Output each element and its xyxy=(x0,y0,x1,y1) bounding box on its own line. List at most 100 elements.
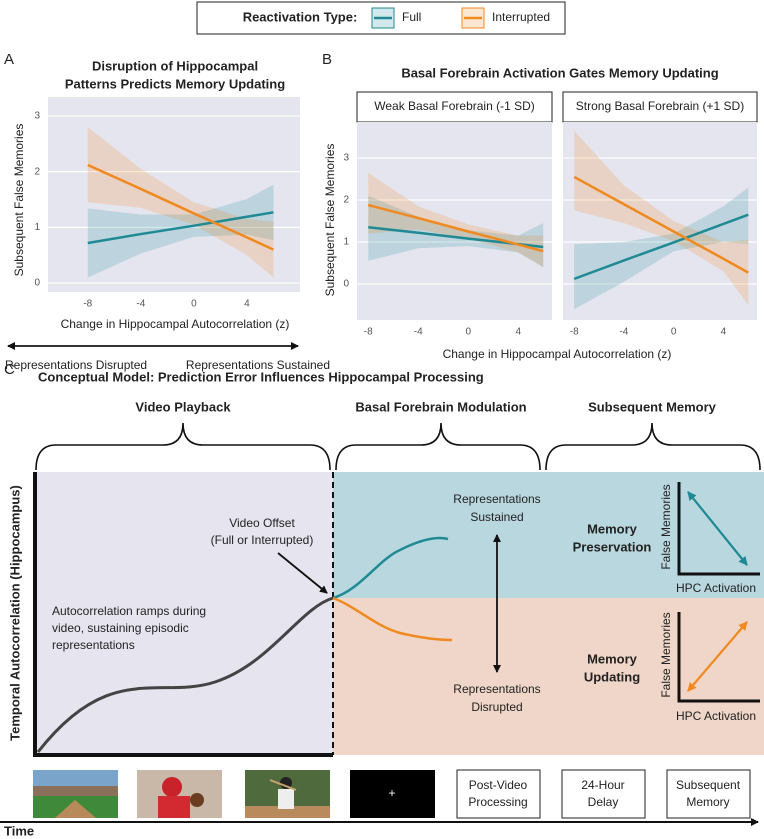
x-tick-label: -4 xyxy=(414,327,423,338)
y-tick-label: 2 xyxy=(34,166,40,177)
brace xyxy=(335,422,541,471)
outcome-label: Preservation xyxy=(573,539,652,554)
facet-strip xyxy=(562,91,758,123)
regression-line xyxy=(87,163,274,251)
mini-y-label: False Memories xyxy=(659,612,673,697)
x-axis-label: Time xyxy=(4,823,34,838)
y-tick-label: 0 xyxy=(343,279,349,290)
y-axis-label: Temporal Autocorrelation (Hippocampus) xyxy=(7,485,22,741)
y-tick-label: 3 xyxy=(343,153,349,164)
regression-line xyxy=(87,211,274,245)
outcome-label: Memory xyxy=(587,521,638,536)
video-frame xyxy=(245,770,330,818)
fixation: + xyxy=(388,786,395,800)
infield xyxy=(55,800,96,818)
jersey xyxy=(158,796,190,818)
video-frame xyxy=(33,770,118,818)
mini-arrow xyxy=(687,491,748,566)
mini-axis xyxy=(677,612,760,703)
stage-label: Post-Video xyxy=(469,778,528,792)
legend-label: Full xyxy=(402,10,421,24)
regression-line xyxy=(573,175,749,274)
x-tick-label: -4 xyxy=(136,299,145,310)
annotation: Representations Disrupted xyxy=(5,358,147,372)
x-tick-label: -4 xyxy=(619,327,628,338)
legend: Full Interrupted xyxy=(371,7,550,29)
y-axis-label: Subsequent False Memories xyxy=(323,144,337,297)
annotation: Autocorrelation ramps during xyxy=(52,604,206,618)
chart-title: Patterns Predicts Memory Updating xyxy=(65,76,285,91)
video-frame xyxy=(137,770,222,818)
confidence-band xyxy=(87,184,274,278)
chart-title: Basal Forebrain Activation Gates Memory … xyxy=(401,65,718,80)
annotation: Representations Sustained xyxy=(186,358,330,372)
uniform xyxy=(278,789,294,809)
legend-title: Reactivation Type: xyxy=(243,9,358,24)
sustained-curve xyxy=(332,536,449,600)
panel-label: A xyxy=(4,51,14,68)
confidence-band xyxy=(574,130,749,305)
disrupted-curve xyxy=(332,596,453,642)
brace xyxy=(35,422,331,471)
mini-x-label: HPC Activation xyxy=(676,581,756,595)
panel-label: B xyxy=(322,51,332,68)
outcome-label: Updating xyxy=(584,669,640,684)
stage-box xyxy=(666,769,751,819)
x-tick-label: 4 xyxy=(515,327,521,338)
mini-y-label: False Memories xyxy=(659,484,673,569)
confidence-band xyxy=(368,172,544,268)
plot-background xyxy=(563,122,757,320)
axis xyxy=(33,472,333,757)
y-tick-label: 0 xyxy=(34,278,40,289)
mini-axis xyxy=(677,482,760,576)
confidence-band xyxy=(87,127,274,278)
annotation: (Full or Interrupted) xyxy=(211,533,314,547)
annotation: Video Offset xyxy=(229,516,295,530)
annotation: Disrupted xyxy=(471,700,522,714)
stage-label: Subsequent xyxy=(676,778,741,792)
section-header: Subsequent Memory xyxy=(588,399,717,414)
stage-label: Delay xyxy=(588,795,619,809)
y-tick-label: 1 xyxy=(343,237,349,248)
y-tick-label: 2 xyxy=(343,195,349,206)
stage-label: Memory xyxy=(686,795,729,809)
stage-label: Processing xyxy=(468,795,527,809)
plot-background xyxy=(48,97,300,292)
fixation-screen xyxy=(350,770,435,818)
confidence-band xyxy=(368,195,544,268)
x-tick-label: -8 xyxy=(83,299,92,310)
mini-arrow xyxy=(687,621,748,692)
y-tick-label: 1 xyxy=(34,222,40,233)
regression-line xyxy=(368,226,544,249)
annotation: Sustained xyxy=(470,510,523,524)
stage-label: 24-Hour xyxy=(581,778,624,792)
annotation: representations xyxy=(52,638,135,652)
stands xyxy=(33,786,118,796)
x-tick-label: -8 xyxy=(364,327,373,338)
x-tick-label: -8 xyxy=(570,327,579,338)
y-axis-label: Subsequent False Memories xyxy=(12,124,26,277)
x-axis-label: Change in Hippocampal Autocorrelation (z… xyxy=(443,347,672,361)
offset-arrow xyxy=(277,552,328,594)
mini-x-label: HPC Activation xyxy=(676,709,756,723)
outcome-label: Memory xyxy=(587,651,638,666)
x-axis-label: Change in Hippocampal Autocorrelation (z… xyxy=(61,317,290,331)
annotation: Representations xyxy=(453,492,540,506)
x-tick-label: 4 xyxy=(721,327,727,338)
stage-box xyxy=(561,769,646,819)
annotation: video, sustaining episodic xyxy=(52,621,189,635)
helmet xyxy=(162,777,182,797)
brace xyxy=(545,422,761,471)
x-tick-label: 0 xyxy=(671,327,677,338)
facet-strip xyxy=(356,91,553,123)
plots: 0 1 2 3 -8 -4 0 4 Weak Basal Forebrain (-1 SD) 0 1… xyxy=(34,91,758,338)
annotation: Representations xyxy=(453,682,540,696)
bat xyxy=(269,779,297,791)
dirt xyxy=(245,806,330,818)
legend-label: Interrupted xyxy=(492,10,550,24)
x-tick-label: 4 xyxy=(244,299,250,310)
stage-box xyxy=(456,769,541,819)
braces xyxy=(35,422,761,471)
